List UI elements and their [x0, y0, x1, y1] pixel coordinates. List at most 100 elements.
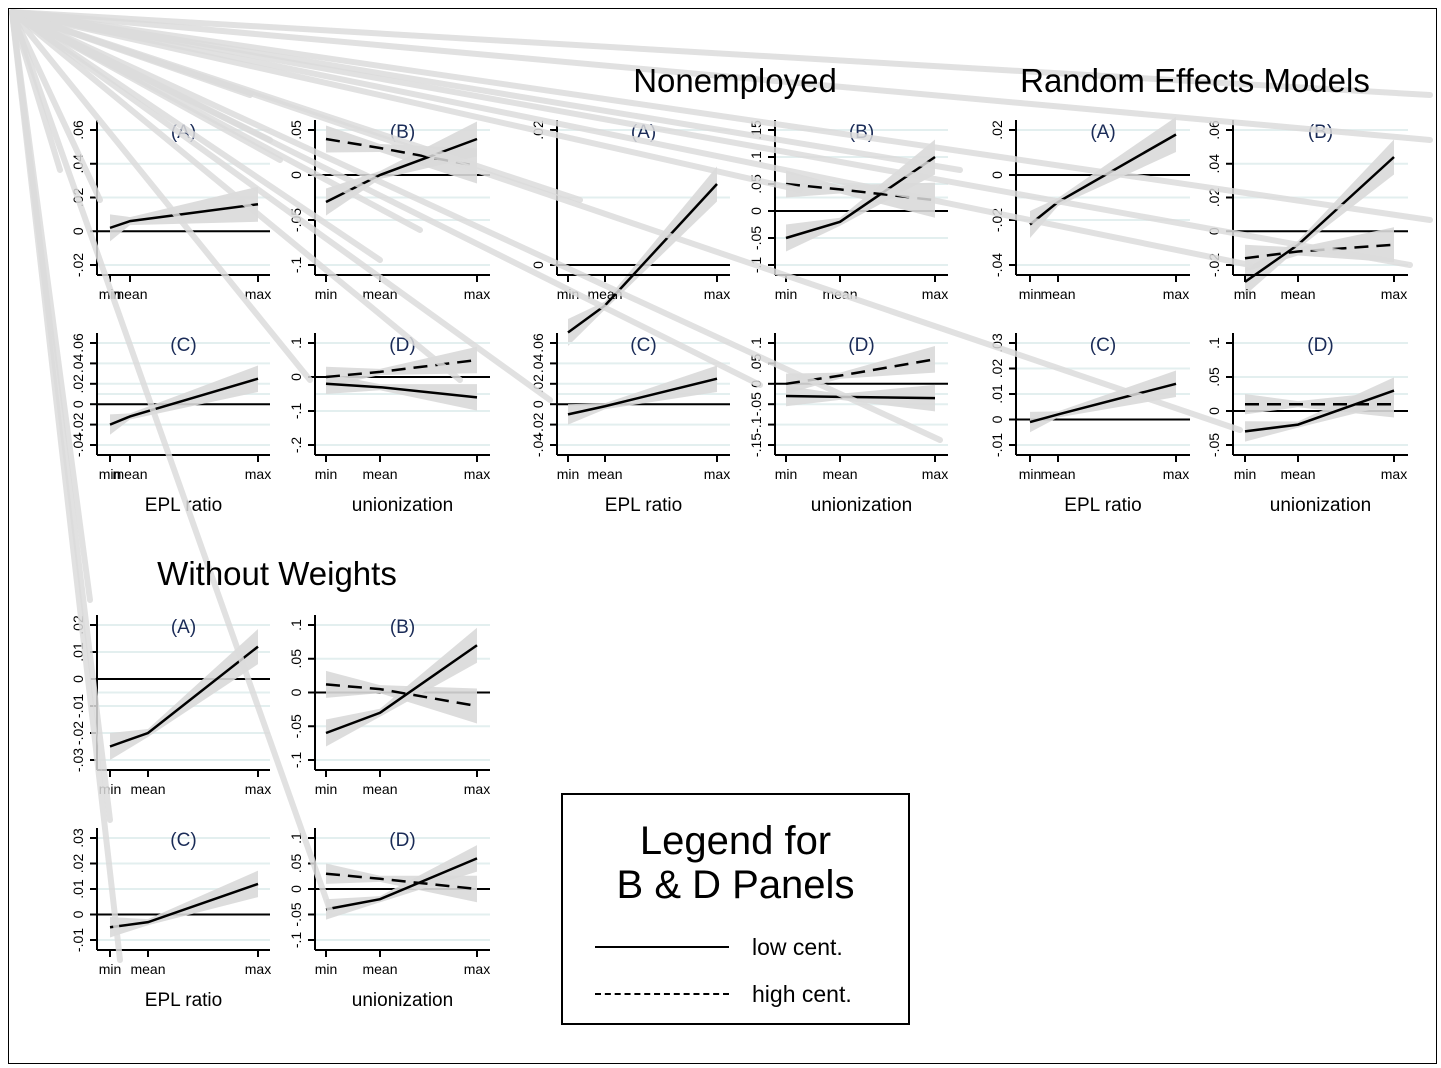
x-tick-label: max [245, 961, 271, 977]
x-tick-label: min [315, 286, 338, 302]
y-tick-label: -.2 [288, 437, 304, 454]
y-tick-label: .03 [70, 828, 86, 848]
y-tick-label: 0 [288, 688, 304, 696]
x-tick-label: mean [112, 466, 147, 482]
y-tick-label: .05 [288, 649, 304, 669]
panel-letter: (A) [171, 617, 196, 638]
artifact-ray [9, 9, 383, 263]
x-tick-label: max [464, 961, 490, 977]
section-title-nonemployed: Nonemployed [633, 62, 837, 99]
y-tick-label: .1 [288, 619, 304, 631]
x-tick-label: max [245, 286, 271, 302]
y-tick-label: .04 [70, 353, 86, 373]
section-title-without-weights: Without Weights [157, 555, 397, 592]
y-tick-label: -.02 [530, 412, 546, 436]
x-axis-title: unionization [811, 495, 912, 516]
y-tick-label: .05 [288, 120, 304, 140]
x-tick-label: max [1163, 286, 1189, 302]
x-tick-label: max [1381, 286, 1407, 302]
legend-solid-line [595, 946, 729, 948]
x-tick-label: min [315, 781, 338, 797]
y-tick-label: -.05 [748, 392, 764, 416]
panel-16: -.1 -.05 0 .05 .1 min mean max (D) unionization [288, 828, 490, 1011]
series-line-low-cent [325, 382, 478, 399]
x-axis-title: unionization [352, 990, 453, 1011]
panel-letter: (D) [389, 830, 415, 851]
panel-letter: (C) [170, 830, 196, 851]
panel-letter: (C) [630, 335, 656, 356]
y-tick-label: 0 [288, 171, 304, 179]
y-tick-label: 0 [288, 373, 304, 381]
x-tick-label: min [1019, 466, 1042, 482]
x-axis-title: unionization [352, 495, 453, 516]
series-line [109, 882, 259, 929]
y-tick-label: .06 [70, 120, 86, 140]
artifact-ray [9, 9, 463, 383]
panel-14: -.1 -.05 0 .05 .1 min mean max (B) [288, 615, 490, 797]
y-tick-label: -.03 [70, 748, 86, 772]
y-tick-label: -.05 [748, 226, 764, 250]
ci-band [326, 121, 477, 216]
series-line-low-cent [785, 155, 936, 240]
y-tick-label: .05 [288, 854, 304, 874]
ci-band [1030, 370, 1176, 433]
ci-band [326, 125, 477, 184]
artifact-ray [9, 9, 1433, 98]
x-tick-label: max [245, 466, 271, 482]
ci-band [326, 863, 477, 903]
legend-title-line1: Legend for [639, 819, 832, 863]
y-tick-label: 0 [989, 415, 1005, 423]
y-tick-label: 0 [530, 400, 546, 408]
panel-letter: (D) [1307, 335, 1333, 356]
y-tick-label: .1 [288, 337, 304, 349]
series-line [109, 203, 259, 230]
x-tick-label: mean [822, 466, 857, 482]
series-line-low-cent [325, 137, 478, 204]
legend-row-low: low cent. [595, 932, 895, 962]
x-tick-label: max [464, 466, 490, 482]
x-tick-label: min [557, 466, 580, 482]
y-tick-label: .02 [70, 854, 86, 874]
y-tick-label: .02 [70, 374, 86, 394]
y-tick-label: 0 [288, 885, 304, 893]
x-tick-label: max [1381, 466, 1407, 482]
y-tick-label: 0 [989, 171, 1005, 179]
y-tick-label: .1 [288, 832, 304, 844]
y-tick-label: -.1 [288, 752, 304, 769]
artifact-ray [9, 9, 1433, 143]
y-tick-label: -.04 [70, 433, 86, 457]
y-tick-label: .02 [989, 359, 1005, 379]
x-tick-label: min [1234, 286, 1257, 302]
y-tick-label: -.05 [1206, 433, 1222, 457]
y-tick-label: 0 [530, 261, 546, 269]
legend-dashed-line [595, 993, 729, 995]
artifact-ray [9, 9, 1433, 223]
x-axis-title: EPL ratio [605, 495, 682, 516]
legend-title-line2: B & D Panels [616, 863, 855, 907]
y-tick-label: 0 [1206, 407, 1222, 415]
x-tick-label: mean [362, 466, 397, 482]
panel-8: -.15-.1-.050.05.1minmeanmax(D)unionizati… [748, 333, 948, 516]
section-titles: Nonemployed Random Effects Models Withou… [157, 62, 1370, 592]
y-tick-label: .06 [1206, 120, 1222, 140]
y-tick-label: -.04 [989, 253, 1005, 277]
x-tick-label: max [704, 466, 730, 482]
x-axis-title: EPL ratio [145, 990, 222, 1011]
y-tick-label: .02 [1206, 188, 1222, 208]
figure-frame [8, 8, 1437, 1064]
panel-letter: (B) [390, 617, 415, 638]
series-line-high-cent [325, 872, 478, 891]
section-title-random-effects: Random Effects Models [1020, 62, 1370, 99]
series-line-high-cent [1244, 243, 1395, 260]
y-tick-label: -.04 [530, 433, 546, 457]
x-tick-label: max [245, 781, 271, 797]
ci-band [568, 166, 717, 346]
y-tick-label: -.01 [70, 694, 86, 718]
y-tick-label: 0 [70, 675, 86, 683]
artifact-ray [9, 9, 943, 443]
